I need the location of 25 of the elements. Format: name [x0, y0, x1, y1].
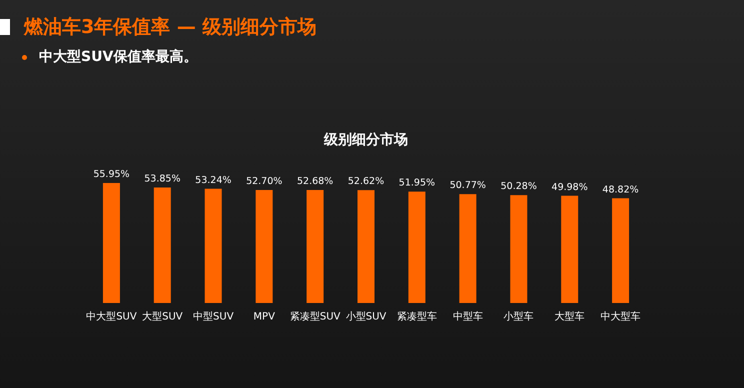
text: 级别细分市场	[323, 131, 408, 148]
data-label: 52.62%	[348, 176, 384, 188]
data-label: 50.28%	[500, 181, 537, 192]
chart-title: 燃油车3年保值率 — 级别细分市场	[24, 15, 316, 40]
x-tick-label: 中大型车	[600, 310, 641, 322]
data-label: 49.98%	[552, 182, 588, 193]
x-tick-label: 大型SUV	[142, 310, 183, 322]
x-tick-label: 小型车	[504, 310, 534, 322]
x-tick-label: 紧凑型车	[396, 310, 437, 322]
x-tick-label: 紧凑型SUV	[290, 310, 340, 322]
data-label: 48.82%	[602, 184, 639, 196]
data-label: 52.70%	[246, 176, 282, 187]
x-tick-label: 大型车	[554, 310, 585, 322]
x-tick-label: 小型SUV	[346, 310, 386, 322]
x-tick-label: 中型SUV	[193, 310, 234, 322]
x-tick-label: 中大型SUV	[86, 310, 137, 322]
chart-subtitle: 中大型SUV保值率最高。	[39, 49, 198, 65]
data-label: 53.85%	[144, 174, 180, 185]
data-label: 53.24%	[195, 174, 232, 186]
data-label: 50.77%	[450, 180, 486, 192]
x-tick-label: MPV	[253, 312, 276, 322]
data-label: 52.68%	[296, 176, 334, 188]
x-tick-label: 中型车	[452, 310, 483, 322]
data-label: 51.95%	[398, 178, 436, 189]
data-label: 55.95%	[93, 169, 130, 180]
